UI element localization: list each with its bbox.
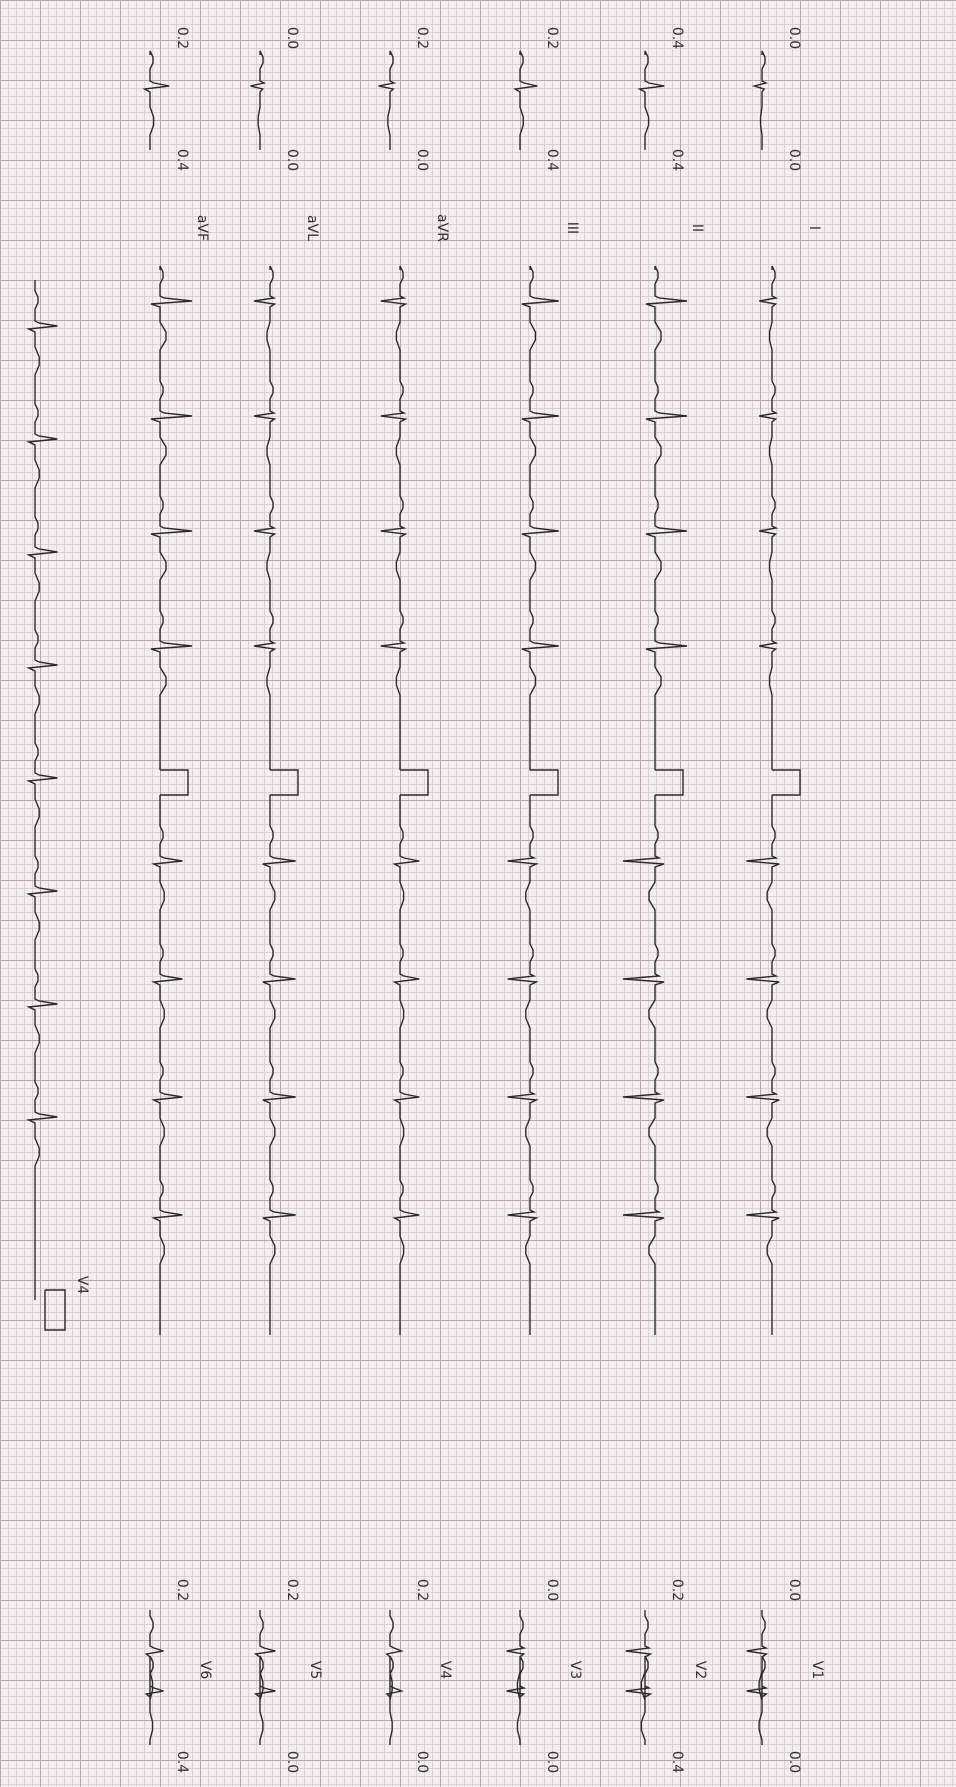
- scale-label: 0.0: [786, 1579, 802, 1601]
- calibration-pulse: [772, 769, 801, 796]
- calibration-complex: [250, 50, 267, 150]
- ecg-trace: [759, 265, 779, 770]
- scale-label: 0.2: [669, 1579, 685, 1601]
- ecg-trace: [746, 795, 780, 1335]
- calibration-complex: [378, 50, 397, 150]
- scale-label: 0.4: [174, 1751, 190, 1773]
- ecg-trace: [521, 265, 559, 770]
- scale-label: 0.0: [786, 149, 802, 171]
- ecg-trace: [380, 265, 408, 770]
- scale-label: 0.4: [669, 27, 685, 49]
- calibration-complex: [142, 50, 170, 150]
- ecg-trace: [622, 795, 665, 1335]
- calibration-pulse: [160, 769, 189, 796]
- scale-label: 0.0: [284, 149, 300, 171]
- ecg-trace: [26, 280, 58, 1250]
- lead-label: V3: [567, 1661, 583, 1679]
- calibration-pulse: [655, 769, 684, 796]
- scale-label: 0.4: [669, 149, 685, 171]
- scale-label: 0.0: [284, 27, 300, 49]
- scale-label: 0.0: [544, 1579, 560, 1601]
- scale-label: 0.0: [414, 1751, 430, 1773]
- ecg-trace: [151, 795, 183, 1335]
- scale-label: 0.2: [284, 1579, 300, 1601]
- calibration-pulse: [270, 769, 299, 796]
- calibration-complex: [637, 50, 665, 150]
- scale-label: 0.2: [414, 27, 430, 49]
- ecg-trace: [262, 795, 296, 1335]
- lead-label: V4: [437, 1661, 453, 1680]
- calibration-complex: [385, 1610, 404, 1745]
- scale-label: 0.2: [174, 27, 190, 49]
- ecg-trace: [645, 265, 688, 770]
- lead-label: V5: [307, 1661, 323, 1679]
- scale-label: 0.0: [544, 1751, 560, 1773]
- calibration-complex: [751, 50, 768, 150]
- lead-label: I: [806, 226, 822, 230]
- calibration-pulse: [530, 769, 559, 796]
- scale-label: 0.0: [786, 27, 802, 49]
- scale-label: 0.4: [544, 149, 560, 171]
- lead-label: aVR: [434, 214, 450, 242]
- ecg-trace: [253, 265, 277, 770]
- scale-label: 0.2: [544, 27, 560, 49]
- lead-label: III: [564, 222, 580, 234]
- calibration-complex: [513, 50, 538, 150]
- scale-label: 0.2: [174, 1579, 190, 1601]
- calibration-pulse: [34, 1250, 66, 1331]
- scale-label: 0.0: [414, 149, 430, 171]
- lead-label: II: [689, 224, 705, 232]
- calibration-complex: [506, 1610, 527, 1745]
- lead-label: V4: [74, 1276, 90, 1295]
- scale-label: 0.0: [284, 1751, 300, 1773]
- lead-label: V1: [809, 1661, 825, 1679]
- scale-label: 0.4: [669, 1751, 685, 1773]
- calibration-complex: [625, 1610, 653, 1745]
- calibration-complex: [144, 1610, 164, 1745]
- scale-label: 0.4: [174, 149, 190, 171]
- scale-label: 0.2: [414, 1579, 430, 1601]
- ecg-trace: [150, 265, 193, 770]
- scale-label: 0.0: [786, 1751, 802, 1773]
- calibration-pulse: [400, 769, 429, 796]
- calibration-complex: [746, 1610, 769, 1745]
- lead-label: aVF: [194, 215, 210, 241]
- ecg-trace: [507, 795, 539, 1335]
- lead-label: V2: [692, 1661, 708, 1679]
- lead-label: aVL: [304, 215, 320, 241]
- lead-label: V6: [197, 1661, 213, 1680]
- ecg-trace: [392, 795, 420, 1335]
- calibration-complex: [253, 1610, 276, 1745]
